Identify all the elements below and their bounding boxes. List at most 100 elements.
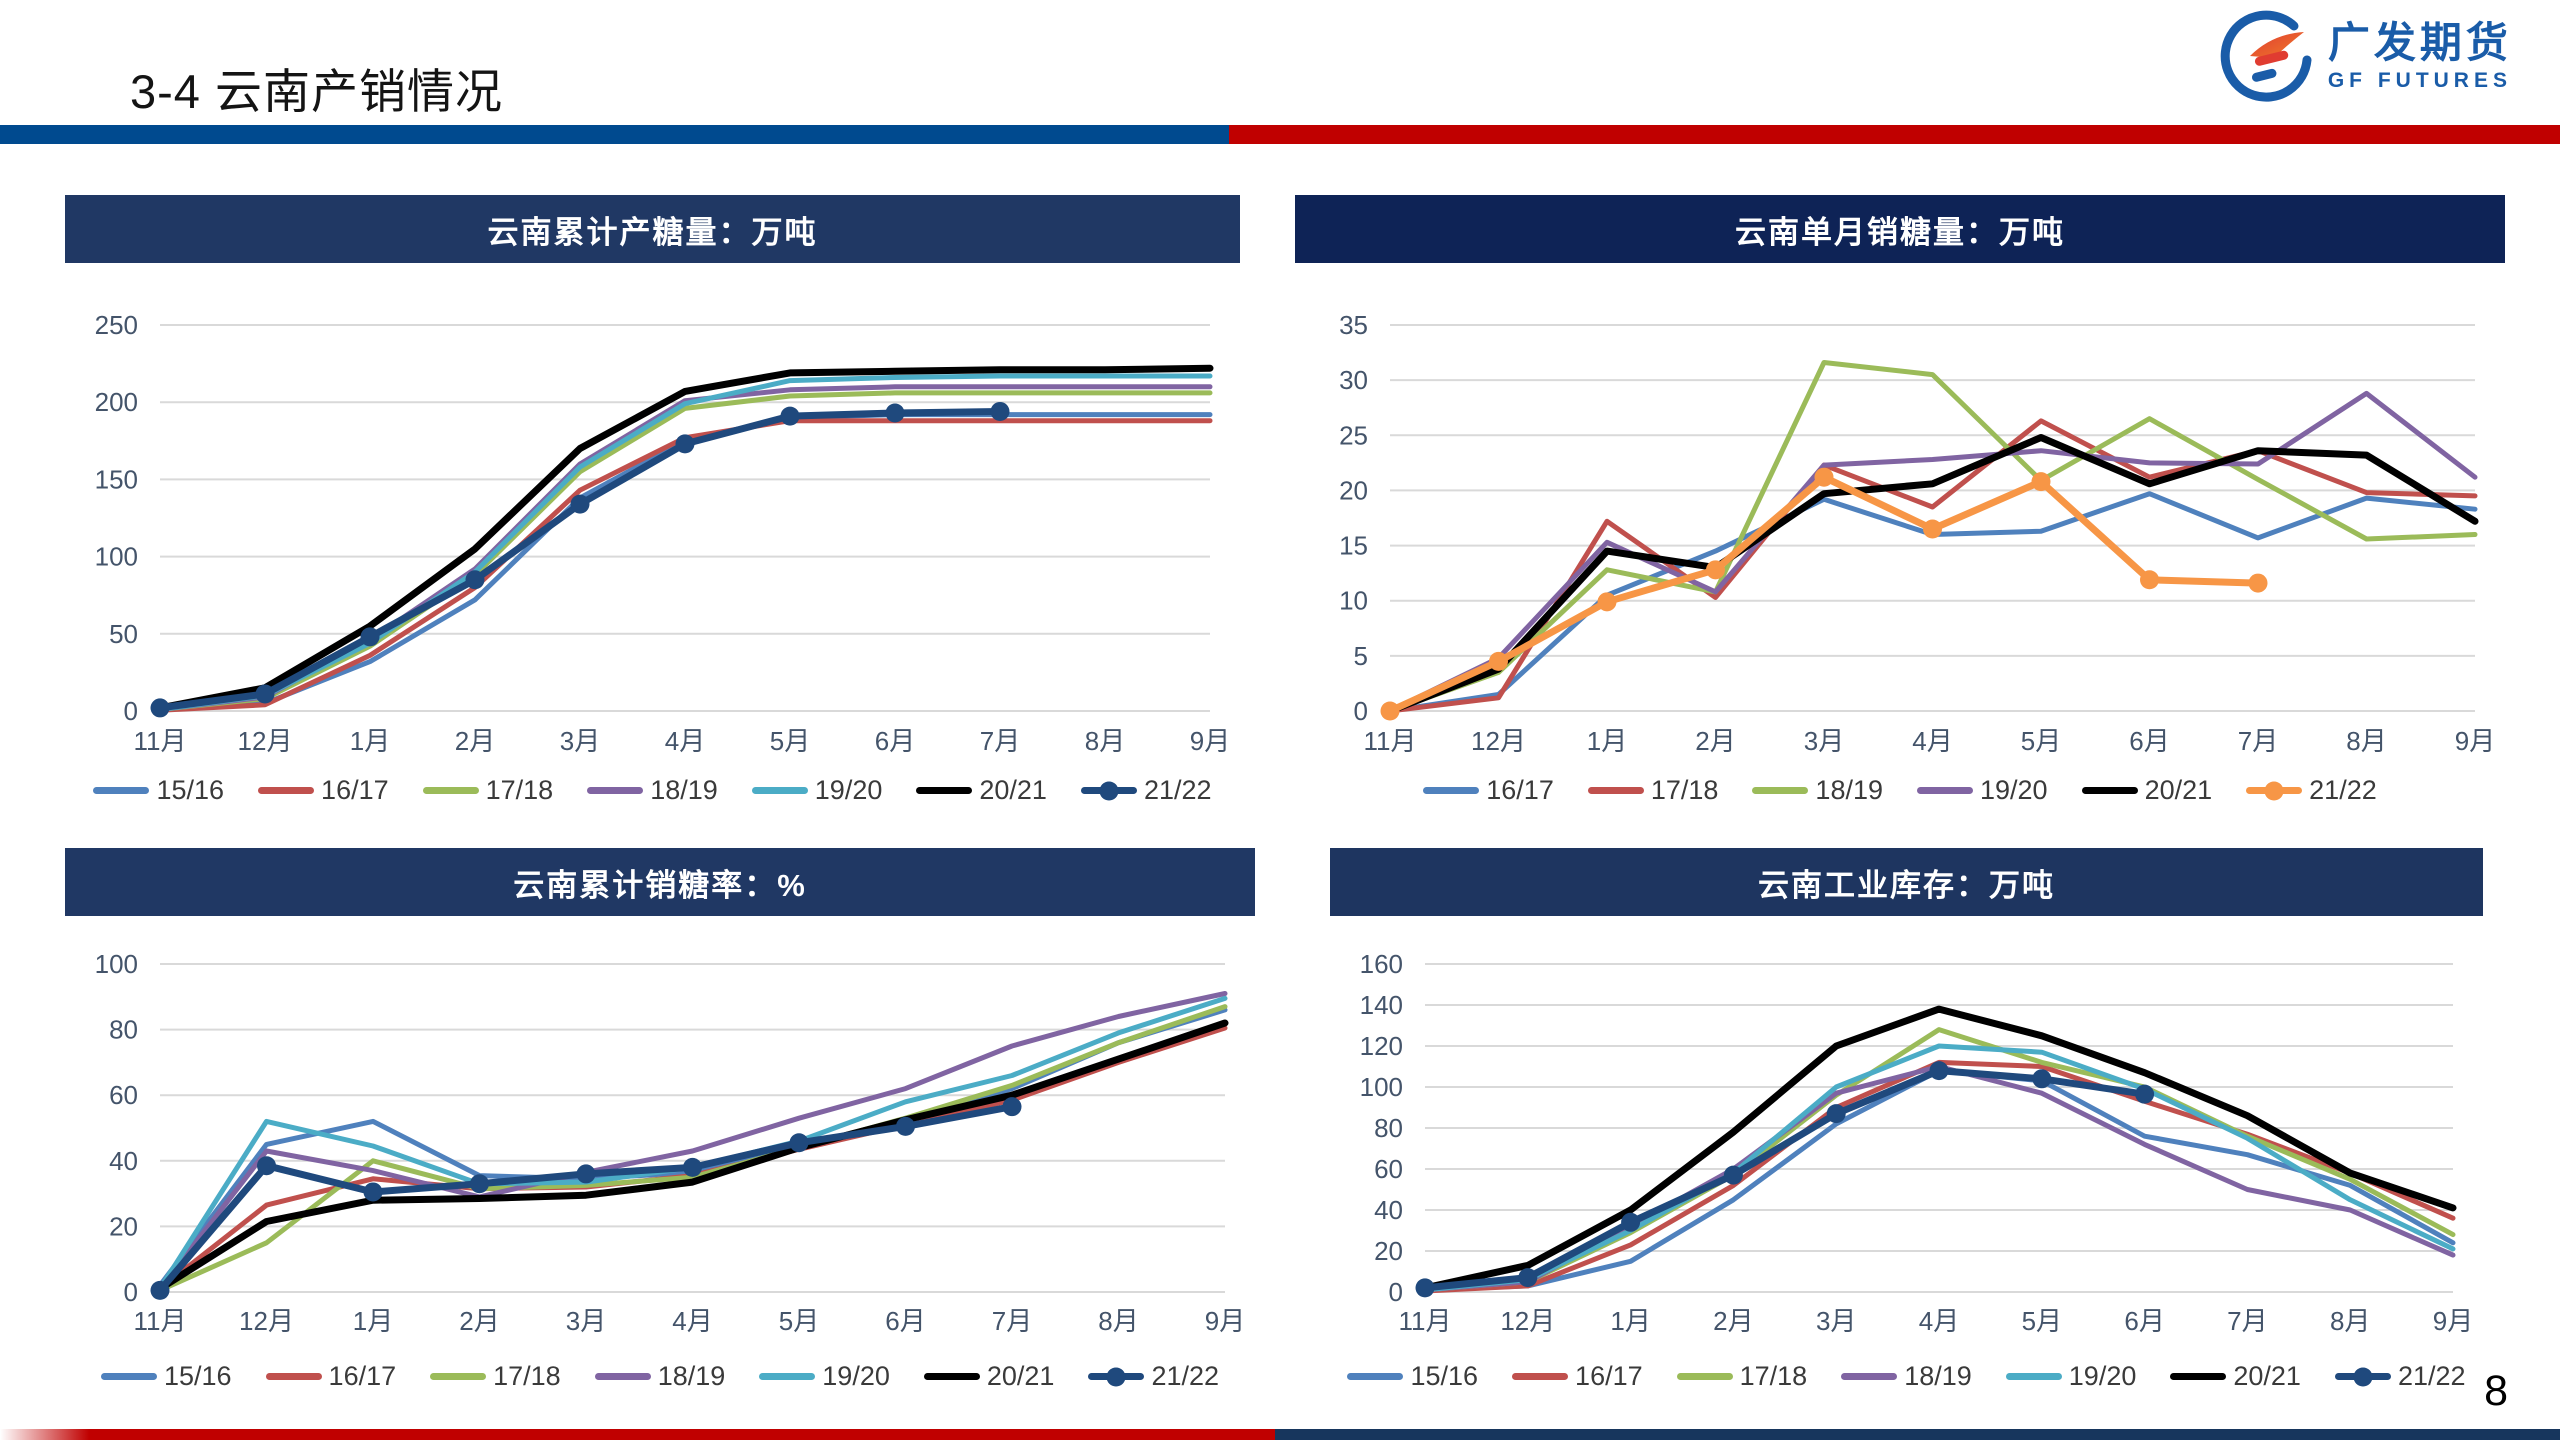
legend-label: 19/20 [814, 775, 883, 805]
x-tick-label: 11月 [134, 1306, 187, 1336]
series-marker-21-22 [2031, 472, 2051, 492]
series-marker-21-22 [1923, 519, 1942, 539]
legend-item-21-22: 21/22 [2334, 1361, 2466, 1392]
chart-title-bar: 云南累计销糖率：% [65, 848, 1255, 916]
legend-label: 21/22 [1151, 1361, 1220, 1391]
series-marker-21-22 [683, 1157, 702, 1177]
legend-swatch [587, 787, 644, 794]
page-number: 8 [2484, 1367, 2508, 1415]
series-marker-21-22 [255, 684, 275, 704]
logo-text-en: GF FUTURES [2327, 68, 2512, 92]
series-marker-21-22 [360, 627, 380, 647]
x-tick-label: 12月 [239, 1306, 294, 1336]
y-tick-label: 50 [109, 619, 138, 649]
legend-item-17-18: 17/18 [422, 775, 553, 806]
x-tick-label: 9月 [1190, 726, 1230, 756]
legend-swatch [422, 787, 479, 794]
series-marker-21-22 [150, 698, 170, 718]
legend-label: 18/19 [1904, 1361, 1972, 1391]
y-tick-label: 25 [1339, 420, 1368, 450]
y-tick-label: 0 [1389, 1277, 1403, 1307]
x-tick-label: 8月 [2346, 726, 2386, 756]
legend-swatch [258, 787, 315, 794]
series-marker-21-22 [1826, 1104, 1846, 1124]
legend-item-16-17: 16/17 [265, 1361, 397, 1392]
x-tick-label: 3月 [1816, 1306, 1856, 1336]
legend-item-16-17: 16/17 [1423, 775, 1554, 806]
chart-canvas-container: 0 20 40 60 80 100 120 140 160 11月 12月 1月 2月 3月 4月 5月 6月 7… [1330, 916, 2483, 1392]
x-tick-label: 7月 [980, 726, 1020, 756]
chart-canvas: 0 20 40 60 80 100 120 140 160 11月 12月 1月 2月 3月 4月 5月 6月 7… [1360, 949, 2474, 1336]
series-marker-21-22 [1380, 701, 1400, 721]
x-tick-label: 9月 [2433, 1306, 2473, 1336]
legend-swatch [1347, 1373, 1404, 1380]
chart-canvas-container: 0 50 100 150 200 250 11月 12月 1月 2月 3月 4月 5月 6月 7月 8月 9月 1… [65, 263, 1240, 806]
y-tick-label: 0 [124, 696, 138, 726]
title-divider-bar [0, 125, 2560, 144]
x-tick-label: 4月 [672, 1306, 712, 1336]
series-line-20-21 [1386, 434, 2479, 715]
legend-item-20-21: 20/21 [916, 775, 1047, 806]
legend-label: 16/17 [328, 1361, 397, 1391]
legend-swatch [2246, 781, 2303, 800]
footer-red-segment [0, 1429, 1275, 1440]
x-tick-label: 2月 [1713, 1306, 1753, 1336]
y-tick-label: 20 [1374, 1236, 1403, 1266]
x-tick-label: 8月 [2330, 1306, 2370, 1336]
x-tick-label: 12月 [1471, 726, 1526, 756]
y-tick-label: 60 [1374, 1154, 1403, 1184]
chart-legend: 15/16 16/17 17/18 18/19 19/20 20/21 21/22 [65, 775, 1240, 806]
legend-item-16-17: 16/17 [258, 775, 389, 806]
series-line-18-19 [1387, 360, 2478, 714]
legend-swatch [265, 1373, 322, 1380]
x-tick-label: 5月 [779, 1306, 819, 1336]
panel-monthly-sales: 云南单月销糖量：万吨 0 5 10 15 20 25 30 35 11月 12月 1月 2月 3月 4月 5… [1295, 195, 2505, 806]
y-tick-label: 250 [95, 310, 138, 340]
x-tick-label: 2月 [455, 726, 495, 756]
x-tick-label: 7月 [2238, 726, 2278, 756]
series-line-17-18 [1387, 418, 2478, 714]
series-line-20-21 [156, 1019, 1229, 1293]
series-marker-21-22 [1489, 651, 1508, 671]
chart-title: 云南单月销糖量：万吨 [1735, 214, 2065, 250]
series-marker-21-22 [2135, 1084, 2155, 1104]
legend-marker-dot [2353, 1367, 2373, 1386]
series-marker-21-22 [2032, 1069, 2052, 1089]
x-tick-label: 2月 [1695, 726, 1735, 756]
legend-swatch [1088, 1367, 1145, 1386]
legend-item-21-22: 21/22 [1088, 1361, 1219, 1392]
legend-swatch [93, 787, 150, 794]
legend-item-20-21: 20/21 [2170, 1361, 2301, 1392]
legend-item-15-16: 15/16 [93, 775, 224, 806]
footer-accent-bar [0, 1429, 2560, 1440]
legend-swatch [1917, 787, 1973, 794]
chart-title: 云南累计产糖量：万吨 [487, 214, 818, 250]
legend-label: 16/17 [1486, 775, 1554, 805]
legend-item-19-20: 19/20 [751, 775, 883, 806]
legend-swatch [916, 787, 973, 794]
y-tick-label: 20 [1339, 475, 1368, 505]
series-marker-21-22 [1621, 1212, 1641, 1232]
legend-swatch [594, 1373, 651, 1380]
legend-marker-dot [2264, 781, 2284, 800]
x-tick-label: 9月 [1205, 1306, 1245, 1336]
x-tick-label: 1月 [353, 1306, 393, 1336]
chart-canvas: 0 5 10 15 20 25 30 35 11月 12月 1月 2月 3月 4月 5月 6月 7月 8月 9月 [1339, 310, 2495, 756]
legend-item-19-20: 19/20 [1917, 775, 2048, 806]
series-marker-21-22 [470, 1174, 489, 1194]
legend-item-17-18: 17/18 [430, 1361, 561, 1392]
x-tick-label: 4月 [665, 726, 705, 756]
chart-canvas-container: 0 5 10 15 20 25 30 35 11月 12月 1月 2月 3月 4月 5月 6月 7月 8月 9月 16… [1295, 263, 2505, 806]
series-marker-21-22 [2248, 573, 2268, 593]
x-tick-label: 9月 [2455, 726, 2495, 756]
page-title: 3-4 云南产销情况 [130, 65, 503, 119]
x-tick-label: 8月 [1098, 1306, 1138, 1336]
legend-swatch [2005, 1373, 2062, 1380]
x-tick-label: 1月 [1610, 1306, 1650, 1336]
series-marker-21-22 [576, 1164, 596, 1184]
legend-label: 18/19 [657, 1361, 726, 1391]
y-tick-label: 160 [1360, 949, 1403, 979]
x-tick-label: 1月 [350, 726, 390, 756]
y-tick-label: 150 [95, 464, 138, 494]
series-marker-21-22 [363, 1182, 383, 1202]
